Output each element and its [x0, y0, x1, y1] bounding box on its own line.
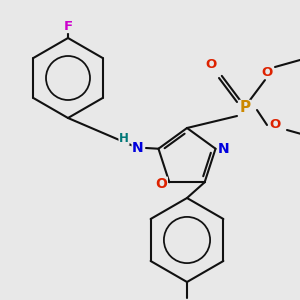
Text: P: P	[239, 100, 250, 116]
Text: N: N	[132, 141, 144, 155]
Text: H: H	[119, 131, 129, 145]
Text: N: N	[218, 142, 229, 156]
Text: O: O	[206, 58, 217, 70]
Text: O: O	[155, 177, 167, 191]
Text: O: O	[269, 118, 281, 131]
Text: O: O	[261, 65, 273, 79]
Text: F: F	[63, 20, 73, 32]
